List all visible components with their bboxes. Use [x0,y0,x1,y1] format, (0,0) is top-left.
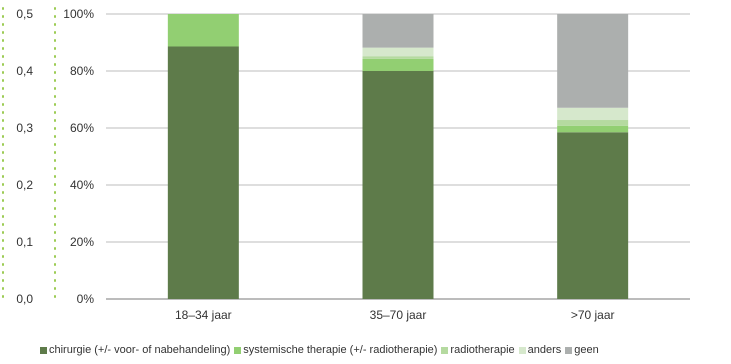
secondary-y-tick-label: 0,0 [16,292,33,306]
secondary-y-tick-label: 0,3 [16,121,33,135]
chart-legend: chirurgie (+/- voor- of nabehandeling) sy… [40,341,730,359]
y-tick-label: 60% [70,121,94,135]
secondary-y-tick-label: 0,1 [16,235,33,249]
secondary-y-tick-label: 0,4 [16,64,33,78]
legend-swatch [565,346,573,354]
legend-item: anders [518,344,562,356]
legend-label: anders [527,344,562,356]
y-tick-label: 40% [70,178,94,192]
x-category-label: 18–34 jaar [175,308,232,322]
legend-swatch [234,346,242,354]
legend-item: radiotherapie [441,344,515,356]
bar-segment [362,71,434,299]
legend-item: geen [565,344,599,356]
bar-segment [557,107,629,121]
legend-swatch [518,346,526,354]
legend-label: systemische therapie (+/- radiotherapie) [243,344,438,356]
y-tick-label: 80% [70,64,94,78]
legend-swatch [441,346,449,354]
bar-segment [557,125,629,133]
secondary-y-tick-label: 0,2 [16,178,33,192]
bar-segment [557,14,629,108]
legend-item: systemische therapie (+/- radiotherapie) [234,344,437,356]
bar-segment [167,14,239,47]
bar-segment [557,132,629,299]
bar-segment [362,58,434,71]
legend-swatch [40,346,47,354]
bar-segment [362,47,434,57]
x-category-label: >70 jaar [571,308,615,322]
bar-segment [557,120,629,126]
bar-segment [362,56,434,59]
legend-label: geen [574,344,599,356]
y-tick-label: 20% [70,235,94,249]
legend-label: chirurgie (+/- voor- of nabehandeling) [49,344,231,356]
bar-segment [362,14,434,48]
legend-label: radiotherapie [450,344,515,356]
legend-item: chirurgie (+/- voor- of nabehandeling) [40,344,230,356]
bar-segment [167,46,239,299]
y-tick-label: 0% [77,292,95,306]
stacked-bar-chart: 0% 20% 40% 60% 80% 100% 0,0 0,1 0,2 0,3 0,4 0,5 18–3… [2,7,690,322]
secondary-y-tick-label: 0,5 [16,7,33,21]
x-category-label: 35–70 jaar [370,308,427,322]
y-tick-label: 100% [63,7,94,21]
